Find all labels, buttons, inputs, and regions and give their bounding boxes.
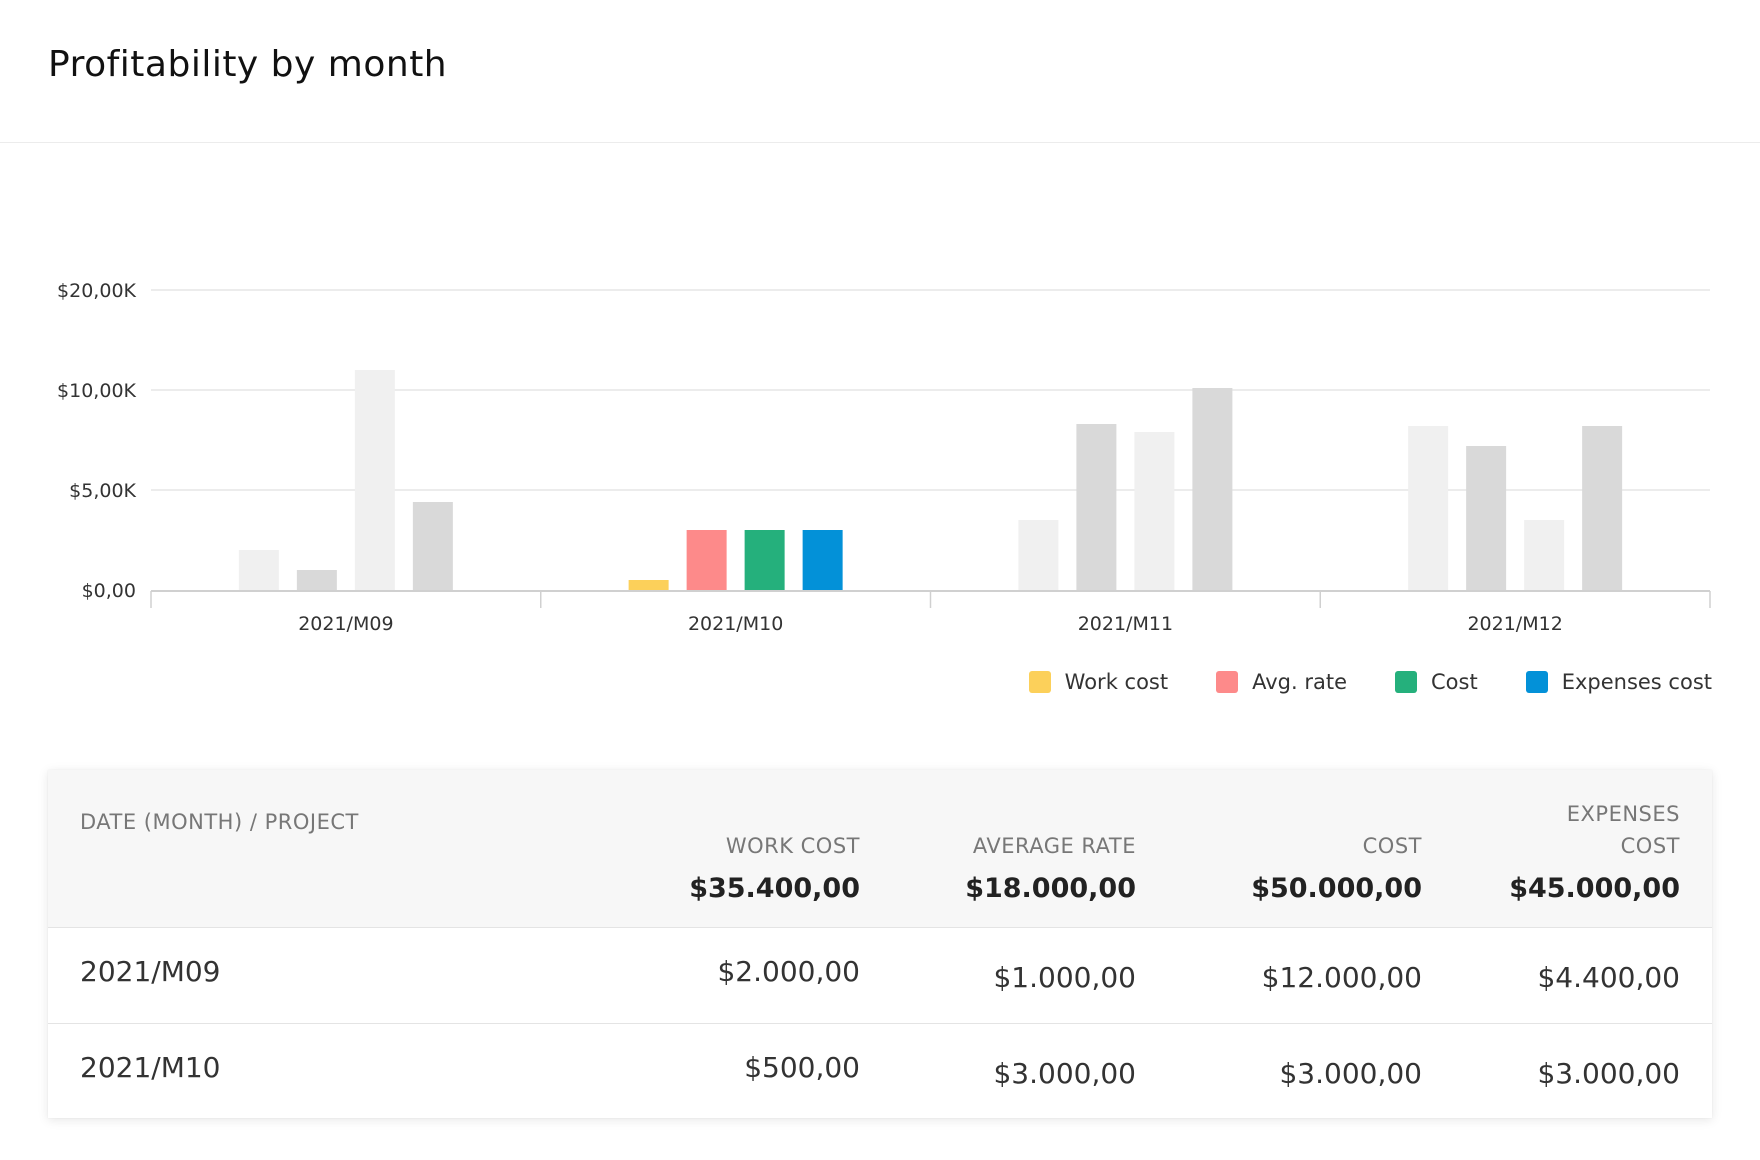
y-tick-label: $0,00 (82, 580, 136, 602)
column-header-work-cost[interactable]: WORK COST (725, 834, 860, 858)
chart-legend: Work cost Avg. rate Cost Expenses cost (1028, 670, 1712, 694)
bar-2021-m09-work-cost[interactable] (238, 550, 279, 590)
bar-2021-m09-expenses-cost[interactable] (412, 502, 453, 590)
y-tick-label: $10,00K (57, 380, 136, 402)
column-header-expenses-line2: COST (1620, 834, 1680, 858)
table-header: DATE (MONTH) / PROJECT WORK COST $35.400… (48, 770, 1712, 928)
chart-grid: $0,00 $5,00K $10,00K $20,00K (57, 280, 1710, 602)
chart-bars (238, 370, 1623, 590)
total-cost: $50.000,00 (1251, 873, 1422, 904)
total-average-rate: $18.000,00 (965, 873, 1136, 904)
column-header-project[interactable]: DATE (MONTH) / PROJECT (80, 810, 359, 834)
legend-label: Work cost (1064, 670, 1169, 694)
bar-2021-m12-expenses-cost[interactable] (1582, 426, 1623, 590)
y-tick-label: $20,00K (57, 280, 136, 302)
profitability-bar-chart: $0,00$5,00K$10,00K$20,00K 2021/M09 2021/M… (57, 280, 1711, 635)
profitability-table: DATE (MONTH) / PROJECT WORK COST $35.400… (48, 770, 1712, 1118)
cell-project: 2021/M10 (80, 1051, 221, 1084)
legend-swatch (1028, 671, 1051, 693)
chart-x-axis: 2021/M09 2021/M10 2021/M11 2021/M12 (150, 590, 1711, 635)
legend-swatch (1216, 671, 1239, 693)
cell-average-rate: $3.000,00 (993, 1057, 1136, 1090)
bar-2021-m10-expenses-cost[interactable] (802, 530, 843, 590)
bar-2021-m10-avg-rate[interactable] (686, 530, 727, 590)
y-tick-label: $5,00K (69, 480, 136, 502)
table-row[interactable]: 2021/M09 $2.000,00 $1.000,00 $12.000,00 … (48, 927, 1712, 1024)
cell-work-cost: $500,00 (744, 1051, 860, 1084)
legend-item-expenses-cost[interactable]: Expenses cost (1525, 670, 1712, 694)
column-header-cost[interactable]: COST (1362, 834, 1422, 858)
cell-expenses-cost: $3.000,00 (1537, 1057, 1680, 1090)
x-tick-label: 2021/M11 (1078, 613, 1173, 635)
legend-label: Cost (1431, 670, 1478, 694)
bar-2021-m12-avg-rate[interactable] (1466, 446, 1507, 590)
total-expenses-cost: $45.000,00 (1509, 873, 1680, 904)
column-header-expenses-cost[interactable]: EXPENSES COST (1567, 798, 1680, 862)
legend-item-work-cost[interactable]: Work cost (1028, 670, 1169, 694)
legend-swatch (1525, 671, 1548, 693)
bar-2021-m09-avg-rate[interactable] (296, 570, 337, 590)
column-header-average-rate[interactable]: AVERAGE RATE (972, 834, 1136, 858)
legend-label: Avg. rate (1252, 670, 1347, 694)
bar-2021-m10-cost[interactable] (744, 530, 785, 590)
table-row[interactable]: 2021/M10 $500,00 $3.000,00 $3.000,00 $3.… (48, 1023, 1712, 1119)
cell-work-cost: $2.000,00 (717, 955, 860, 988)
x-tick-label: 2021/M09 (298, 613, 393, 635)
cell-cost: $12.000,00 (1261, 961, 1422, 994)
legend-swatch (1395, 671, 1417, 693)
cell-cost: $3.000,00 (1279, 1057, 1422, 1090)
x-tick-label: 2021/M12 (1467, 613, 1562, 635)
bar-2021-m09-cost[interactable] (354, 370, 395, 590)
bar-2021-m11-expenses-cost[interactable] (1192, 388, 1233, 590)
cell-project: 2021/M09 (80, 955, 221, 988)
page-title: Profitability by month (48, 44, 448, 85)
total-work-cost: $35.400,00 (689, 873, 860, 904)
column-header-expenses-line1: EXPENSES (1566, 802, 1680, 826)
legend-item-cost[interactable]: Cost (1395, 670, 1478, 694)
bar-2021-m12-cost[interactable] (1524, 520, 1565, 590)
page-header: Profitability by month (0, 0, 1760, 143)
bar-2021-m11-avg-rate[interactable] (1076, 424, 1117, 590)
legend-label: Expenses cost (1561, 670, 1712, 694)
bar-2021-m10-work-cost[interactable] (628, 580, 669, 590)
bar-2021-m11-work-cost[interactable] (1018, 520, 1059, 590)
cell-average-rate: $1.000,00 (993, 961, 1136, 994)
cell-expenses-cost: $4.400,00 (1537, 961, 1680, 994)
bar-2021-m11-cost[interactable] (1134, 432, 1175, 590)
bar-2021-m12-work-cost[interactable] (1408, 426, 1449, 590)
x-tick-label: 2021/M10 (688, 613, 783, 635)
legend-item-avg-rate[interactable]: Avg. rate (1216, 670, 1347, 694)
